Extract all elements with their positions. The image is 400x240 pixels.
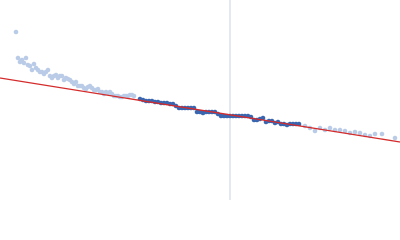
- data-point: [327, 125, 333, 131]
- data-point: [357, 130, 363, 136]
- data-point: [13, 29, 19, 35]
- data-point: [45, 67, 51, 73]
- data-point: [59, 73, 65, 79]
- data-point: [312, 128, 318, 134]
- data-point: [392, 135, 398, 141]
- fit-line: [0, 77, 400, 143]
- chart: [0, 0, 400, 200]
- data-point: [21, 60, 27, 66]
- data-point: [15, 55, 21, 61]
- data-point: [131, 93, 137, 99]
- data-point: [73, 79, 79, 85]
- data-point: [260, 115, 266, 121]
- data-point: [379, 131, 385, 137]
- data-point: [31, 61, 37, 67]
- data-point: [342, 128, 348, 134]
- data-point: [337, 127, 343, 133]
- data-point: [23, 55, 29, 61]
- data-point: [372, 131, 378, 137]
- data-point: [352, 129, 358, 135]
- data-point: [29, 67, 35, 73]
- data-point: [27, 63, 33, 69]
